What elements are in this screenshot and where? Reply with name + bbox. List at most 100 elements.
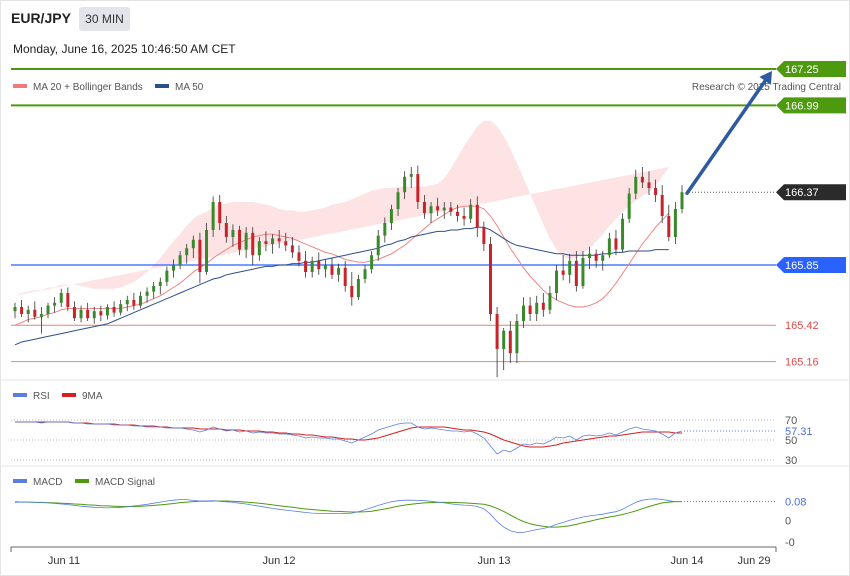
- candle-body: [290, 245, 294, 253]
- candle-body: [416, 174, 420, 202]
- candle-body: [79, 309, 83, 319]
- candle-body: [548, 293, 552, 310]
- candle-body: [59, 293, 63, 303]
- candle-body: [317, 260, 321, 270]
- candle-body: [403, 176, 407, 193]
- candle-body: [621, 218, 625, 250]
- candle-body: [363, 269, 367, 279]
- candle-body: [13, 307, 17, 312]
- candle-body: [53, 302, 57, 306]
- macd-line: [14, 498, 682, 533]
- legend-swatch-ma50: [155, 84, 169, 88]
- candle-body: [46, 305, 50, 314]
- ma20-line: [14, 205, 670, 326]
- candle-body: [119, 304, 123, 313]
- candlesticks: [13, 165, 684, 377]
- legend-label-ma50: MA 50: [175, 82, 204, 93]
- candle-body: [350, 286, 354, 298]
- rsi-line: [15, 421, 683, 455]
- candle-body: [284, 241, 288, 246]
- bollinger-bands: [15, 120, 669, 296]
- candle-body: [588, 253, 592, 258]
- legend-swatch-macd: [13, 479, 27, 483]
- copyright-text: Research © 2025 Trading Central: [692, 82, 841, 93]
- candle-body: [304, 260, 308, 272]
- candle-body: [535, 302, 539, 314]
- candle-body: [581, 258, 585, 286]
- candle-body: [185, 248, 189, 256]
- forecast-arrow-shaft: [685, 79, 767, 195]
- candle-body: [475, 204, 479, 228]
- candle-body: [238, 230, 242, 250]
- candle-body: [264, 241, 268, 244]
- candle-body: [555, 270, 559, 293]
- x-tick-label: Jun 13: [477, 555, 510, 567]
- candle-body: [429, 206, 433, 214]
- legend-swatch-rsi-ma: [62, 393, 76, 397]
- candle-body: [224, 223, 228, 237]
- legend-swatch-rsi: [13, 393, 27, 397]
- candle-body: [132, 300, 136, 306]
- legend-label-macd: MACD: [33, 477, 62, 488]
- level-label-last: 166.37: [785, 187, 819, 199]
- forecast-arrow-head: [759, 71, 772, 85]
- candle-body: [277, 238, 281, 242]
- candle-body: [66, 293, 70, 307]
- candle-body: [297, 252, 301, 261]
- rsi-panel: 70 50 30 57.31: [11, 415, 813, 467]
- candle-body: [634, 176, 638, 194]
- macd-signal-line: [14, 500, 682, 528]
- level-label-resistance: 167.25: [785, 64, 819, 76]
- macd-tick-label: -0: [785, 537, 795, 549]
- candle-body: [26, 309, 30, 314]
- legend-label-ma20: MA 20 + Bollinger Bands: [33, 82, 143, 93]
- macd-last-value: 0.08: [785, 497, 806, 509]
- forecast-arrow: [685, 71, 772, 195]
- candle-body: [515, 321, 519, 354]
- candle-body: [436, 206, 440, 211]
- ma50-line: [14, 226, 669, 346]
- rsi-tick-label: 30: [785, 455, 797, 467]
- candle-body: [165, 270, 169, 282]
- candle-body: [205, 230, 209, 272]
- legend-swatch-ma20: [13, 84, 27, 88]
- level-label-support: 165.42: [785, 320, 819, 332]
- moving-averages: [14, 205, 670, 346]
- candle-body: [376, 235, 380, 256]
- candle-body: [647, 182, 651, 188]
- candle-body: [568, 260, 572, 275]
- level-label-resistance: 166.99: [785, 100, 819, 112]
- macd-panel: 0 -0 0.08: [14, 497, 806, 549]
- datetime-label: Monday, June 16, 2025 10:46:50 AM CET: [13, 42, 236, 56]
- candle-body: [33, 309, 37, 317]
- candle-body: [138, 295, 142, 306]
- candle-body: [627, 193, 631, 219]
- candle-body: [594, 253, 598, 261]
- level-tag-pivot: [776, 257, 846, 273]
- candle-body: [356, 279, 360, 298]
- candle-body: [561, 270, 565, 275]
- symbol-title: EUR/JPY: [11, 10, 71, 26]
- candle-body: [39, 314, 43, 317]
- candle-body: [455, 211, 459, 216]
- timeframe-button[interactable]: 30 MIN: [79, 7, 130, 31]
- x-tick-label: Jun 12: [262, 555, 295, 567]
- x-tick-label: Jun 14: [670, 555, 703, 567]
- bollinger-band-area: [15, 120, 669, 296]
- candle-body: [244, 232, 248, 250]
- candle-body: [528, 305, 532, 314]
- candle-body: [449, 207, 453, 212]
- level-tag-resistance: [776, 61, 846, 77]
- candle-body: [125, 300, 129, 305]
- legend-swatch-macd-signal: [75, 479, 89, 483]
- rsi-tick-label: 70: [785, 415, 797, 427]
- x-axis-labels: Jun 11 Jun 12 Jun 13 Jun 14 Jun 29: [48, 555, 771, 567]
- candle-body: [92, 311, 96, 319]
- candle-body: [145, 291, 149, 296]
- candle-body: [607, 238, 611, 256]
- legend-label-rsi: RSI: [33, 391, 50, 402]
- candle-body: [152, 286, 156, 292]
- candle-body: [488, 244, 492, 314]
- level-label-support: 165.16: [785, 357, 819, 369]
